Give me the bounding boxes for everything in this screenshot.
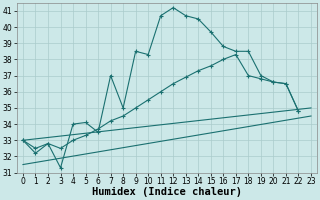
X-axis label: Humidex (Indice chaleur): Humidex (Indice chaleur) xyxy=(92,187,242,197)
